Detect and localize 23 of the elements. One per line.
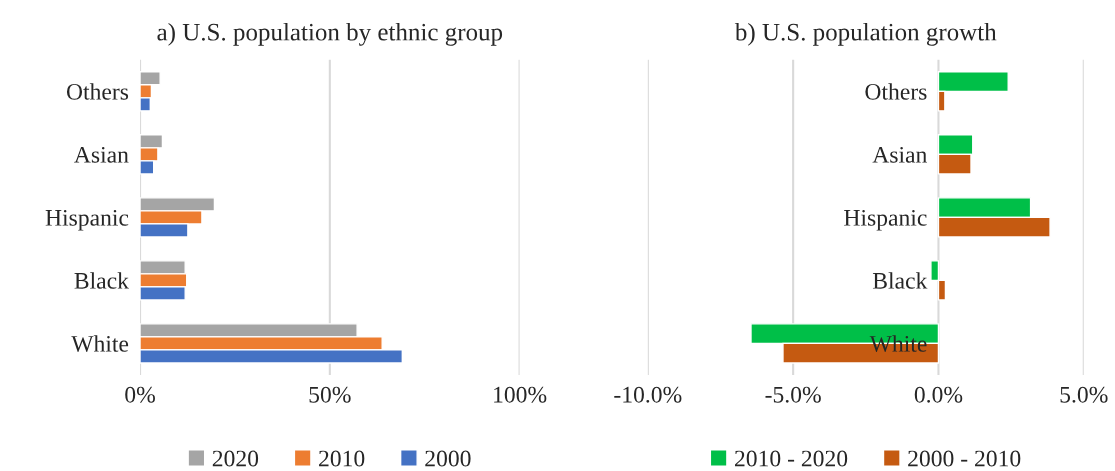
y-tick-label: Black bbox=[872, 272, 928, 289]
legend-label: 2000 - 2010 bbox=[908, 450, 1021, 467]
legend-label: 2000 bbox=[425, 450, 471, 467]
y-tick-label: White bbox=[71, 335, 129, 352]
legend-label: 2010 - 2020 bbox=[735, 450, 848, 467]
y-tick-label: Asian bbox=[74, 146, 129, 163]
legend-label: 2010 bbox=[319, 450, 365, 467]
legend-label: 2020 bbox=[212, 450, 259, 467]
chart-title: a) U.S. population by ethnic group bbox=[157, 23, 503, 46]
x-tick-label: -10.0% bbox=[614, 386, 682, 403]
y-tick-label: Others bbox=[66, 83, 129, 100]
y-tick-label: Hispanic bbox=[45, 209, 129, 231]
y-tick-label: Others bbox=[865, 83, 927, 100]
x-tick-label: 0.0% bbox=[914, 386, 963, 403]
x-tick-label: 50% bbox=[309, 386, 351, 403]
x-tick-label: 5.0% bbox=[1060, 386, 1108, 403]
x-tick-label: -5.0% bbox=[765, 386, 821, 403]
y-tick-label: Hispanic bbox=[844, 209, 927, 231]
x-tick-label: 0% bbox=[125, 386, 155, 403]
y-tick-label: Black bbox=[74, 272, 129, 289]
y-tick-label: Asian bbox=[872, 146, 927, 163]
chart-title: b) U.S. population growth bbox=[734, 23, 997, 46]
x-tick-label: 100% bbox=[494, 386, 547, 403]
